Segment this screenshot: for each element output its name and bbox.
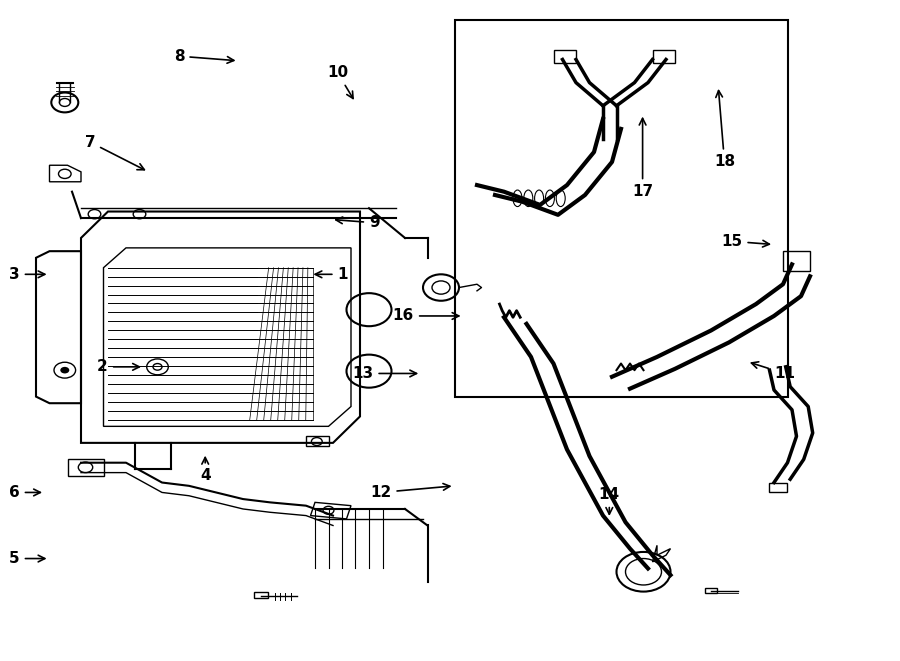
Text: 1: 1 — [315, 267, 348, 282]
Text: 16: 16 — [392, 309, 459, 323]
Text: 10: 10 — [327, 65, 353, 98]
Text: 3: 3 — [9, 267, 45, 282]
Text: 2: 2 — [97, 360, 140, 374]
Circle shape — [60, 367, 69, 373]
Text: 12: 12 — [370, 484, 450, 500]
Polygon shape — [705, 588, 717, 593]
Text: 17: 17 — [632, 118, 653, 199]
Text: 7: 7 — [85, 135, 144, 170]
Text: 11: 11 — [752, 362, 795, 381]
Text: 13: 13 — [353, 366, 417, 381]
Text: 9: 9 — [336, 215, 380, 230]
Text: 15: 15 — [722, 234, 770, 249]
Polygon shape — [254, 592, 268, 598]
Text: 4: 4 — [200, 457, 211, 483]
Text: 5: 5 — [9, 551, 45, 566]
Text: 18: 18 — [714, 91, 735, 169]
Text: 6: 6 — [9, 485, 40, 500]
Text: 8: 8 — [174, 49, 234, 63]
Bar — [454, 20, 788, 397]
Text: 14: 14 — [598, 487, 620, 514]
